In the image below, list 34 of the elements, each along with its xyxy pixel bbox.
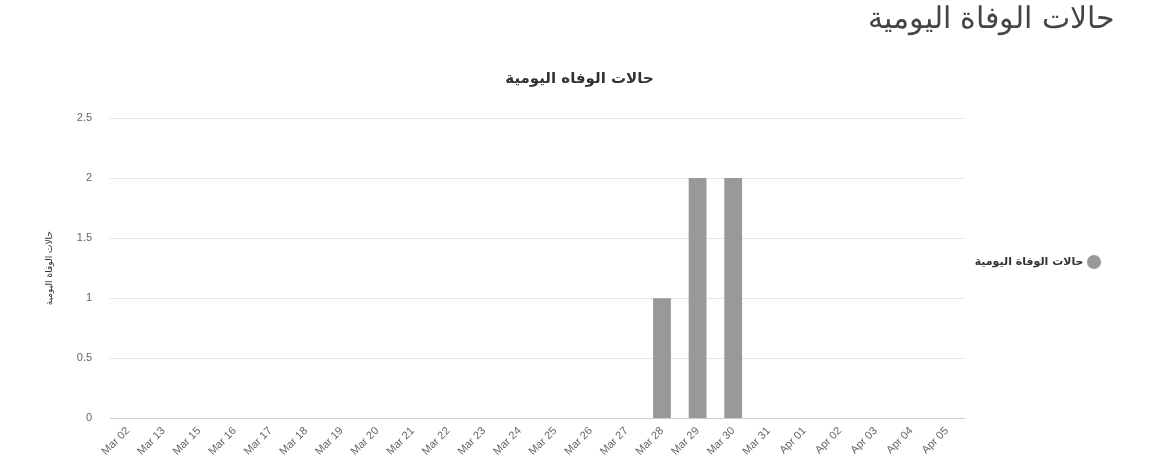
- x-tick-label: Mar 20: [348, 424, 381, 457]
- x-tick-label: Mar 15: [169, 424, 203, 457]
- x-tick-label: Mar 24: [490, 424, 524, 457]
- x-tick-label: Mar 28: [632, 424, 666, 457]
- x-tick-label: Mar 19: [312, 424, 346, 457]
- legend-label: حالات الوفاة اليومية: [974, 254, 1084, 268]
- x-tick-label: Mar 26: [561, 424, 595, 457]
- x-tick-label: Apr 02: [812, 424, 844, 456]
- x-tick-label: Mar 02: [98, 424, 132, 457]
- x-tick-label: Mar 16: [205, 424, 239, 457]
- chart-subtitle: حالات الوفاة اليومية: [867, 0, 1115, 35]
- y-axis-title: حالات الوفاة اليومية: [43, 231, 54, 306]
- y-tick-label: 1: [85, 291, 93, 304]
- x-tick-label: Mar 25: [526, 424, 559, 457]
- x-tick-label: Mar 21: [383, 424, 417, 457]
- x-tick-label: Mar 27: [597, 424, 630, 457]
- y-tick-label: 0: [85, 411, 93, 424]
- x-tick-label: Mar 23: [454, 424, 488, 457]
- x-tick-label: Mar 22: [419, 424, 452, 457]
- y-tick-label: 2: [85, 171, 93, 184]
- y-tick-label: 1.5: [76, 231, 93, 244]
- x-tick-label: Mar 30: [704, 424, 737, 457]
- x-tick-label: Apr 01: [776, 424, 808, 456]
- x-tick-label: Apr 03: [847, 424, 880, 456]
- x-tick-label: Apr 05: [919, 424, 951, 456]
- y-tick-label: 0.5: [76, 351, 93, 364]
- x-tick-label: Mar 17: [241, 424, 274, 457]
- x-tick-label: Mar 18: [276, 424, 310, 457]
- x-tick-label: Mar 13: [134, 424, 168, 457]
- x-tick-label: Mar 29: [668, 424, 702, 457]
- chart-title: حالات الوفاه اليومية: [505, 68, 654, 87]
- y-tick-label: 2.5: [76, 111, 93, 124]
- x-tick-label: Mar 31: [739, 424, 773, 457]
- x-tick-label: Apr 04: [883, 424, 915, 456]
